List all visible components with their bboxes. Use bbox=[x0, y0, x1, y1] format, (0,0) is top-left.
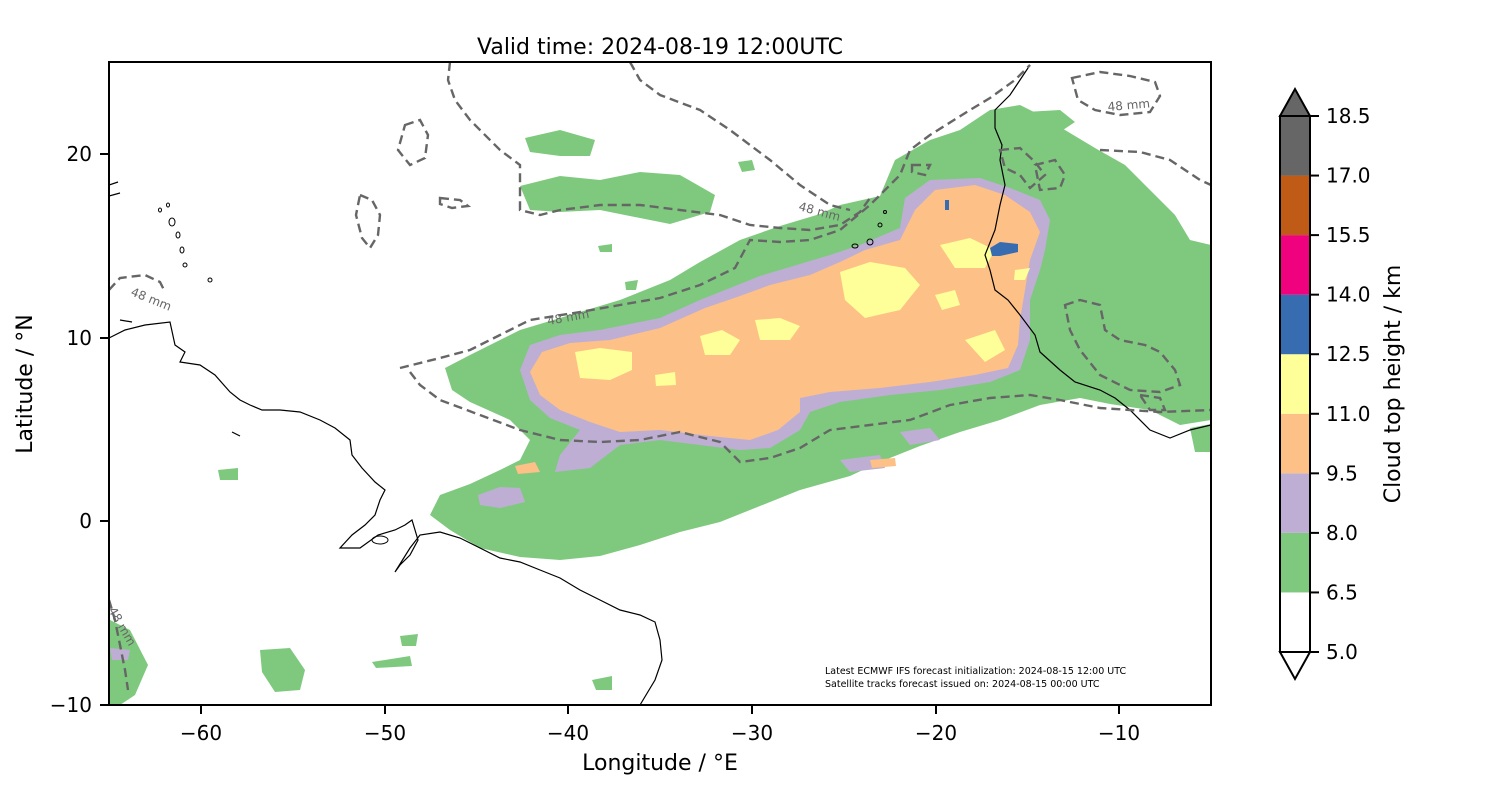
colorbar-tick-label: 17.0 bbox=[1326, 164, 1371, 188]
colorbar-extend-min bbox=[1278, 651, 1312, 682]
x-tick-label: −60 bbox=[180, 721, 222, 745]
colorbar-band bbox=[1280, 592, 1310, 652]
colorbar-band bbox=[1280, 354, 1310, 414]
y-tick-label: −10 bbox=[50, 693, 92, 717]
colorbar-band bbox=[1280, 175, 1310, 236]
colorbar-tick-label: 5.0 bbox=[1326, 640, 1358, 664]
colorbar-tick-label: 12.5 bbox=[1326, 342, 1371, 366]
colorbar-band bbox=[1280, 532, 1310, 593]
colorbar-label: Cloud top height / km bbox=[1381, 265, 1406, 504]
x-tick-label: −30 bbox=[731, 721, 773, 745]
colorbar-tick-label: 18.5 bbox=[1326, 104, 1371, 128]
colorbar-tick-label: 14.0 bbox=[1326, 283, 1371, 307]
figure-title: Valid time: 2024-08-19 12:00UTC bbox=[477, 35, 843, 60]
axes-frame bbox=[108, 61, 1212, 706]
colorbar-band bbox=[1280, 116, 1310, 176]
x-axis-label: Longitude / °E bbox=[582, 751, 738, 776]
cloud-field-yellow bbox=[575, 238, 1030, 386]
colorbar-ticks: 18.5 17.0 15.5 14.0 12.5 11.0 9.5 8.0 6.5 5.0 bbox=[1310, 104, 1371, 664]
y-tick-label: 0 bbox=[79, 509, 92, 533]
x-tick-label: −40 bbox=[547, 721, 589, 745]
colorbar-band bbox=[1280, 294, 1310, 355]
cloud-field-blue bbox=[945, 200, 1018, 256]
y-tick-label: 10 bbox=[67, 326, 92, 350]
x-axis: −60 −50 −40 −30 −20 −10 Longitude / °E bbox=[180, 705, 1140, 776]
x-tick-label: −10 bbox=[1098, 721, 1140, 745]
colorbar-frame bbox=[1279, 115, 1311, 653]
footnote-satellite: Satellite tracks forecast issued on: 202… bbox=[825, 679, 1100, 690]
colorbar-band bbox=[1280, 235, 1310, 295]
colorbar-tick-label: 15.5 bbox=[1326, 223, 1371, 247]
coastlines bbox=[109, 64, 1211, 705]
colorbar-tick-label: 9.5 bbox=[1326, 461, 1358, 485]
x-tick-label: −20 bbox=[915, 721, 957, 745]
x-tick-label: −50 bbox=[364, 721, 406, 745]
tcwv-contours bbox=[109, 62, 1211, 691]
colorbar-tick-label: 11.0 bbox=[1326, 402, 1371, 426]
colorbar-tick-label: 8.0 bbox=[1326, 521, 1358, 545]
map-area: 48 mm 48 mm 48 mm 48 mm 48 mm Latest ECM… bbox=[109, 62, 1211, 705]
footnote-init: Latest ECMWF IFS forecast initialization… bbox=[825, 666, 1126, 677]
colorbar-tick-label: 6.5 bbox=[1326, 580, 1358, 604]
y-tick-label: 20 bbox=[67, 142, 92, 166]
colorbar: 18.5 17.0 15.5 14.0 12.5 11.0 9.5 8.0 6.5 5.0 Clo… bbox=[1278, 86, 1406, 682]
contour-label-ne: 48 mm bbox=[1107, 96, 1151, 114]
island-shapes bbox=[158, 202, 887, 545]
colorbar-band bbox=[1280, 413, 1310, 474]
colorbar-bands bbox=[1280, 116, 1310, 652]
colorbar-extend-max bbox=[1278, 86, 1312, 117]
y-axis-label: Latitude / °N bbox=[13, 314, 38, 453]
y-axis: 20 10 0 −10 Latitude / °N bbox=[13, 142, 109, 717]
colorbar-band bbox=[1280, 473, 1310, 533]
